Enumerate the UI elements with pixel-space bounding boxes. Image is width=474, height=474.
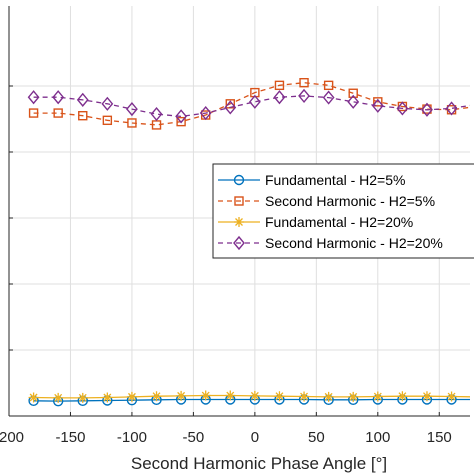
legend-marker	[233, 235, 245, 251]
x-tick-label: -150	[55, 429, 85, 446]
data-point	[446, 391, 457, 402]
data-point	[175, 109, 188, 124]
data-point	[199, 105, 212, 121]
legend-marker	[233, 174, 245, 186]
series-line	[33, 398, 470, 402]
data-point	[126, 391, 137, 402]
data-point	[126, 102, 138, 117]
series-4	[27, 88, 470, 124]
data-point	[298, 88, 310, 103]
x-axis-title: Second Harmonic Phase Angle [°]	[131, 454, 387, 473]
axes	[8, 6, 470, 417]
data-point	[348, 88, 358, 98]
data-point	[249, 390, 260, 401]
data-point	[299, 77, 309, 88]
data-point	[274, 80, 285, 91]
x-tick-label: -50	[183, 429, 205, 446]
data-point	[176, 116, 186, 127]
legend: Fundamental - H2=5% Second Harmonic - H2=…	[212, 163, 474, 259]
legend-label: Fundamental - H2=20%	[265, 214, 413, 230]
data-point	[200, 390, 211, 401]
data-point	[127, 118, 137, 128]
data-point	[299, 391, 310, 402]
series-line	[33, 82, 470, 126]
data-point	[53, 108, 63, 118]
data-point	[323, 391, 334, 402]
tick-labels: -200 -150 -100 -50 0 50 100 150	[0, 429, 452, 446]
data-point	[273, 90, 286, 105]
data-point	[102, 115, 113, 126]
data-point	[274, 391, 285, 402]
x-tick-label: 0	[251, 429, 259, 446]
data-point	[53, 392, 64, 403]
data-point	[323, 80, 334, 91]
x-tick-label: 100	[365, 429, 390, 446]
legend-item: Second Harmonic - H2=20%	[218, 235, 443, 251]
x-tick-label: 150	[427, 429, 452, 446]
series-layer	[27, 77, 470, 407]
legend-item: Fundamental - H2=20%	[218, 214, 413, 230]
data-point	[78, 110, 88, 121]
data-point	[224, 100, 237, 115]
data-point	[150, 106, 163, 122]
data-point	[445, 101, 458, 116]
data-point	[322, 90, 335, 105]
legend-item: Fundamental - H2=5%	[218, 172, 405, 188]
data-point	[396, 101, 409, 116]
data-point	[77, 392, 88, 403]
data-point	[28, 392, 39, 403]
x-tick-label: -200	[0, 429, 24, 446]
x-tick-label: 50	[308, 429, 325, 446]
data-point	[151, 391, 162, 402]
data-point	[248, 94, 261, 109]
data-point	[397, 391, 408, 402]
data-point	[371, 98, 384, 113]
data-point	[176, 390, 187, 401]
legend-marker	[234, 196, 244, 206]
legend-label: Fundamental - H2=5%	[265, 172, 405, 188]
series-3	[28, 390, 470, 403]
data-point	[102, 392, 113, 403]
data-point	[28, 108, 39, 118]
data-point	[52, 90, 65, 105]
data-point	[347, 94, 360, 109]
data-point	[372, 391, 383, 402]
legend-item: Second Harmonic - H2=5%	[218, 193, 435, 209]
data-point	[348, 391, 359, 402]
data-point	[27, 90, 40, 105]
data-point	[421, 391, 432, 402]
data-point	[225, 390, 236, 401]
legend-marker	[234, 217, 244, 227]
legend-label: Second Harmonic - H2=20%	[265, 235, 443, 251]
series-line	[33, 95, 470, 118]
legend-label: Second Harmonic - H2=5%	[265, 193, 435, 209]
data-point	[421, 102, 433, 117]
data-point	[373, 97, 383, 107]
data-point	[76, 92, 89, 107]
data-point	[101, 96, 114, 111]
x-tick-label: -100	[117, 429, 147, 446]
